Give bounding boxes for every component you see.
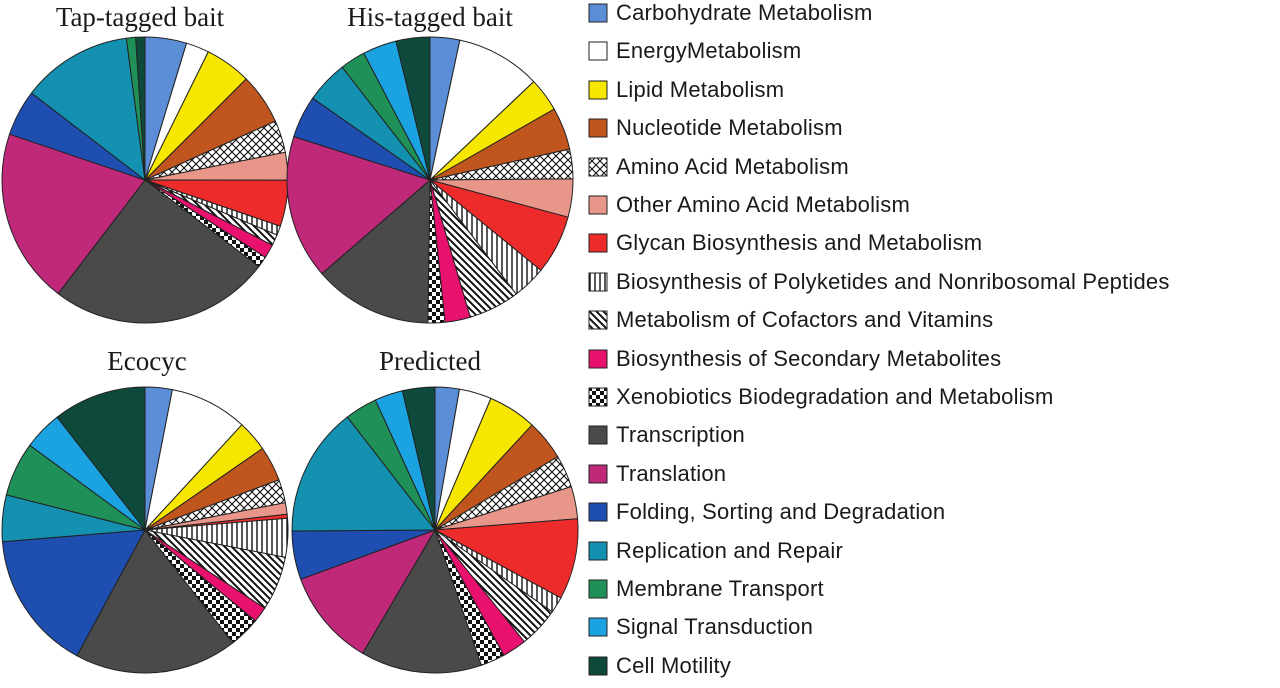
legend-label: Signal Transduction (616, 614, 814, 640)
legend-swatch-carbohydrate-metabolism (588, 3, 608, 23)
pie-slice-transcription (361, 528, 482, 674)
legend-label: Replication and Repair (616, 537, 843, 563)
pie-chart-his-tagged (286, 36, 574, 324)
pie-slice-replication-and-repair (30, 37, 146, 182)
legend-swatch-signal-transduction (588, 617, 608, 637)
legend-swatch-membrane-transport (588, 579, 608, 599)
legend-item-translation: Translation (588, 459, 726, 489)
legend-item-biosynthesis-of-polyketides-and-nonribosomal-peptides: Biosynthesis of Polyketides and Nonribos… (588, 267, 1170, 297)
legend-swatch-lipid-metabolism (588, 80, 608, 100)
legend-item-amino-acid-metabolism: Amino Acid Metabolism (588, 152, 849, 182)
pie-slice-cell-motility (395, 36, 431, 181)
pie-slice-folding-sorting-and-degradation (1, 529, 146, 657)
legend-item-nucleotide-metabolism: Nucleotide Metabolism (588, 113, 843, 143)
pie-slice-transcription (76, 529, 234, 674)
pie-title-tap-tagged: Tap-tagged bait (55, 2, 225, 32)
legend-swatch-metabolism-of-cofactors-and-vitamins (588, 310, 608, 330)
legend-item-replication-and-repair: Replication and Repair (588, 536, 843, 566)
pie-title-ecocyc: Ecocyc (107, 346, 187, 376)
pie-slice-translation (1, 133, 146, 295)
legend-swatch-energymetabolism (588, 41, 608, 61)
legend-label: Cell Motility (616, 652, 732, 678)
pie-slice-transcription (321, 178, 431, 324)
legend-item-signal-transduction: Signal Transduction (588, 612, 813, 642)
legend-label: EnergyMetabolism (616, 38, 802, 64)
pie-chart-predicted (291, 386, 579, 674)
legend-swatch-folding-sorting-and-degradation (588, 502, 608, 522)
pie-slice-translation (300, 529, 437, 655)
legend-item-carbohydrate-metabolism: Carbohydrate Metabolism (588, 0, 873, 28)
pie-charts-area (1, 36, 579, 674)
legend-swatch-translation (588, 464, 608, 484)
legend-label: Glycan Biosynthesis and Metabolism (616, 230, 983, 256)
legend-label: Carbohydrate Metabolism (616, 0, 873, 25)
legend-label: Folding, Sorting and Degradation (616, 499, 946, 525)
legend-label: Biosynthesis of Secondary Metabolites (616, 345, 1002, 371)
legend-item-other-amino-acid-metabolism: Other Amino Acid Metabolism (588, 190, 910, 220)
pie-slice-transcription (57, 179, 260, 324)
pie-slice-energymetabolism (429, 39, 535, 182)
legend-swatch-replication-and-repair (588, 541, 608, 561)
legend-label: Membrane Transport (616, 576, 824, 601)
legend-swatch-amino-acid-metabolism (588, 157, 608, 177)
legend-label: Biosynthesis of Polyketides and Nonribos… (616, 268, 1170, 294)
legend-label: Translation (616, 460, 727, 486)
legend-item-membrane-transport: Membrane Transport (588, 574, 824, 604)
pie-slice-cell-motility (401, 386, 436, 531)
legend-label: Lipid Metabolism (616, 76, 785, 102)
pie-slice-translation (286, 136, 432, 275)
legend-label: Transcription (616, 422, 745, 448)
legend-item-lipid-metabolism: Lipid Metabolism (588, 75, 784, 105)
legend-swatch-nucleotide-metabolism (588, 118, 608, 138)
legend-label: Nucleotide Metabolism (616, 115, 843, 141)
legend-swatch-biosynthesis-of-secondary-metabolites (588, 349, 608, 369)
legend-swatch-biosynthesis-of-polyketides-and-nonribosomal-peptides (588, 272, 608, 292)
pie-slice-cell-motility (56, 386, 146, 532)
legend-swatch-xenobiotics-biodegradation-and-metabolism (588, 387, 608, 407)
legend-item-transcription: Transcription (588, 420, 745, 450)
legend-item-cell-motility: Cell Motility (588, 651, 731, 681)
legend-item-xenobiotics-biodegradation-and-metabolism: Xenobiotics Biodegradation and Metabolis… (588, 382, 1053, 412)
legend-label: Other Amino Acid Metabolism (616, 192, 910, 217)
pie-slice-glycan-biosynthesis-and-metabolism (433, 518, 579, 599)
legend-swatch-other-amino-acid-metabolism (588, 195, 608, 215)
legend-item-metabolism-of-cofactors-and-vitamins: Metabolism of Cofactors and Vitamins (588, 305, 993, 335)
legend-item-biosynthesis-of-secondary-metabolites: Biosynthesis of Secondary Metabolites (588, 344, 1001, 374)
legend-item-energymetabolism: EnergyMetabolism (588, 36, 801, 66)
legend-swatch-cell-motility (588, 656, 608, 676)
pie-slice-cell-motility (135, 36, 146, 181)
chart-legend: Carbohydrate Metabolism EnergyMetabolism L… (588, 0, 1278, 688)
pie-chart-tap-tagged (1, 36, 289, 324)
legend-label: Metabolism of Cofactors and Vitamins (616, 307, 994, 333)
legend-item-glycan-biosynthesis-and-metabolism: Glycan Biosynthesis and Metabolism (588, 228, 982, 258)
pie-title-predicted: Predicted (379, 346, 481, 376)
pie-chart-ecocyc (1, 386, 289, 674)
legend-label: Amino Acid Metabolism (616, 153, 849, 179)
pie-slice-replication-and-repair (291, 416, 437, 532)
legend-swatch-glycan-biosynthesis-and-metabolism (588, 233, 608, 253)
legend-item-folding-sorting-and-degradation: Folding, Sorting and Degradation (588, 497, 945, 527)
legend-label: Xenobiotics Biodegradation and Metabolis… (616, 384, 1054, 409)
legend-swatch-transcription (588, 425, 608, 445)
pie-title-his-tagged: His-tagged bait (347, 2, 513, 32)
